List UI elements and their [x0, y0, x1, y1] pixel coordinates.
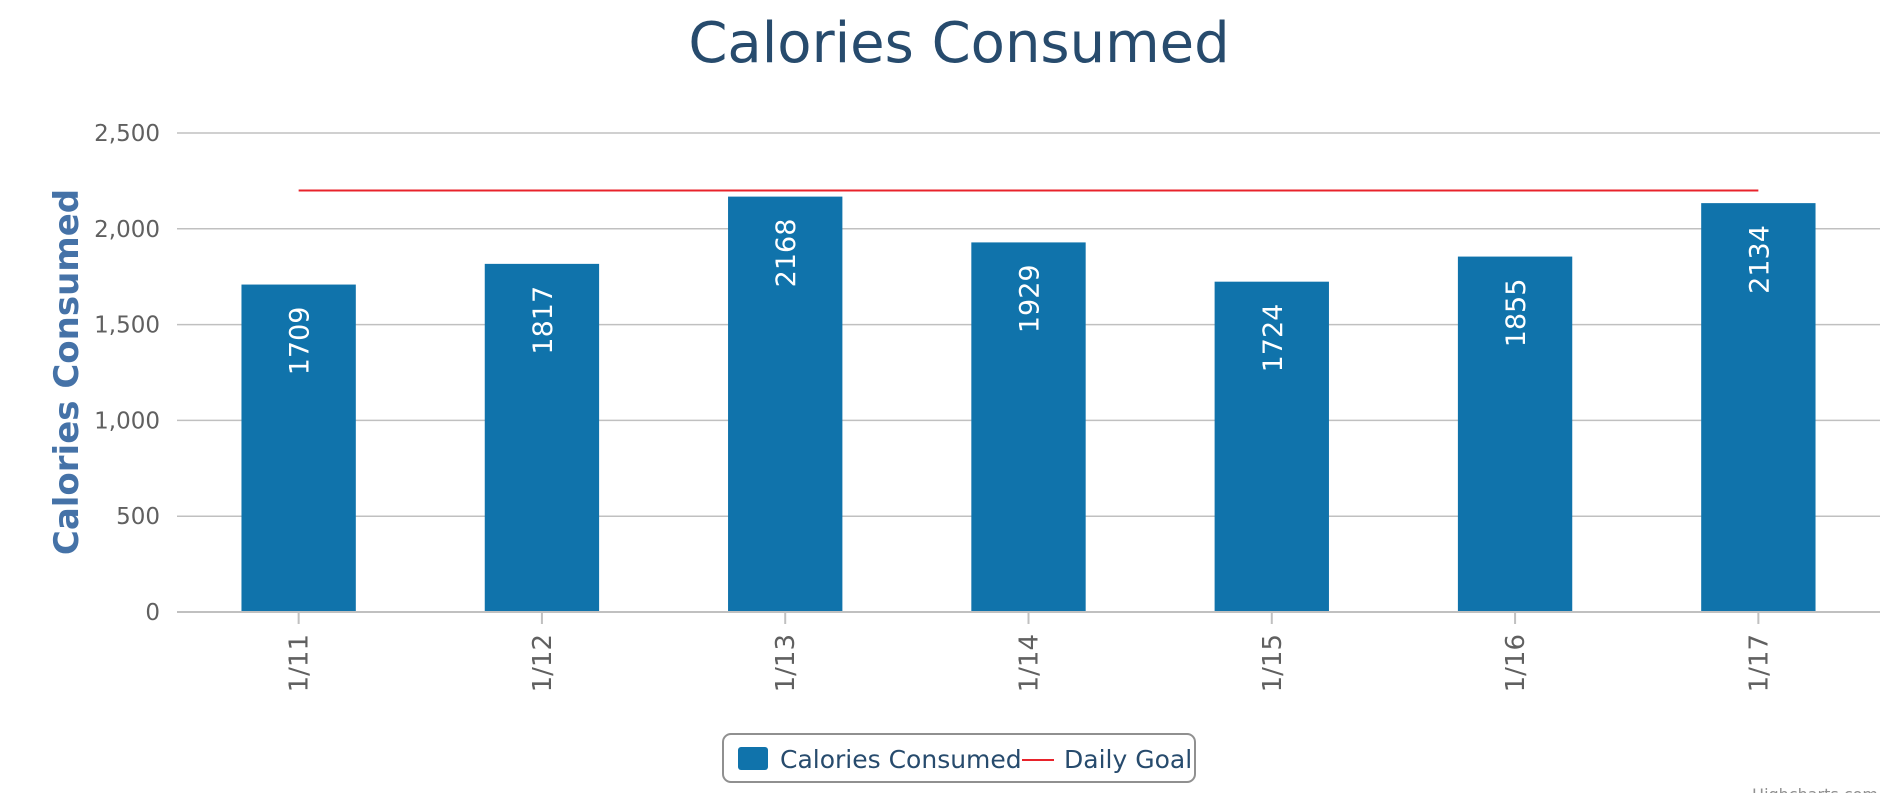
x-axis: 1/11 1/12 1/13 1/14 1/15 1/16 1/17 — [177, 611, 1880, 692]
x-tick-label: 1/17 — [1744, 634, 1774, 692]
bar — [1457, 256, 1573, 612]
x-tick-label: 1/12 — [528, 634, 558, 692]
x-tick-label: 1/16 — [1501, 634, 1531, 692]
y-tick-label: 1,500 — [94, 313, 160, 339]
data-label: 1855 — [1501, 279, 1532, 348]
x-tick-label: 1/15 — [1258, 634, 1288, 692]
data-label: 1709 — [285, 307, 316, 376]
credit-text[interactable]: Highcharts.com — [1752, 785, 1878, 793]
bar — [484, 263, 600, 612]
data-label: 2168 — [771, 219, 802, 288]
bar — [971, 242, 1086, 612]
legend-item-goal[interactable]: Daily Goal — [1064, 745, 1192, 774]
y-axis-ticks: 0 500 1,000 1,500 2,000 2,500 — [94, 121, 160, 626]
data-label: 1929 — [1015, 264, 1046, 333]
y-tick-label: 2,500 — [94, 121, 160, 147]
y-tick-label: 500 — [116, 504, 160, 530]
bar-series — [241, 196, 1816, 612]
bar — [241, 284, 356, 612]
x-tick-label: 1/11 — [285, 634, 315, 692]
y-tick-label: 1,000 — [94, 408, 160, 434]
legend-item-calories[interactable]: Calories Consumed — [780, 745, 1022, 774]
legend-swatch-calories[interactable] — [738, 747, 768, 770]
data-label: 2134 — [1744, 225, 1775, 294]
data-labels: 1709 1817 2168 1929 1724 1855 2134 — [285, 219, 1776, 376]
x-tick-label: 1/13 — [771, 634, 801, 692]
y-tick-label: 0 — [145, 600, 160, 626]
bar — [728, 196, 843, 612]
y-axis-label: Calories Consumed — [47, 189, 87, 555]
data-label: 1724 — [1258, 304, 1289, 373]
legend-box — [722, 733, 1196, 783]
y-tick-label: 2,000 — [94, 217, 160, 243]
bar — [1214, 281, 1329, 612]
x-tick-label: 1/14 — [1015, 634, 1045, 692]
chart-title: Calories Consumed — [688, 11, 1229, 76]
data-label: 1817 — [528, 286, 559, 355]
bar — [1701, 203, 1816, 612]
legend[interactable]: Calories Consumed Daily Goal — [722, 733, 1196, 783]
